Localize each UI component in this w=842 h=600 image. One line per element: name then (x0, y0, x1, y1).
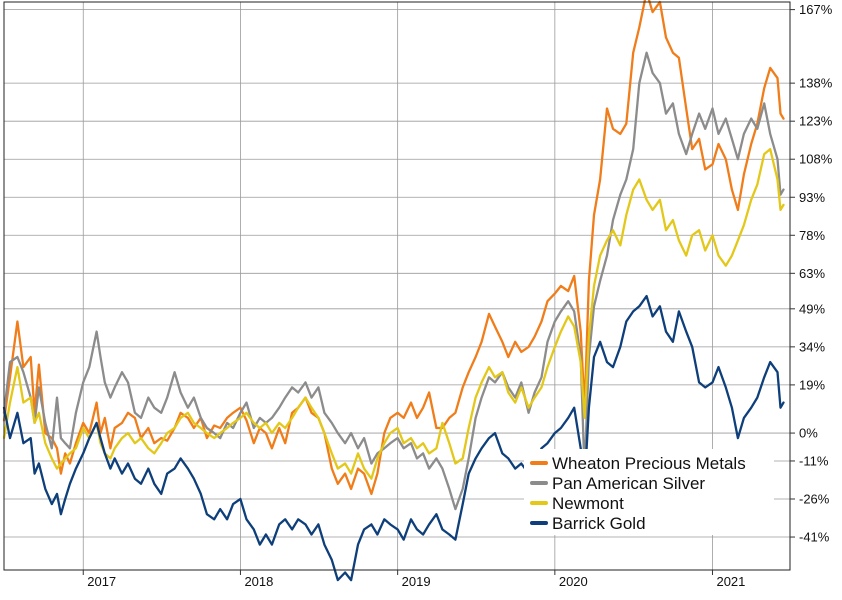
series-line-pan-american-silver (2, 51, 785, 511)
y-tick-label: 63% (799, 266, 825, 281)
y-tick-label: 138% (799, 76, 833, 91)
series-lines (2, 0, 785, 582)
plot-border (3, 1, 791, 571)
plot-frame (3, 1, 791, 571)
x-axis-ticks: 2017 2018 2019 2020 2021 (82, 570, 745, 589)
y-axis-ticks: 167% 138% 123% 108% 93% 78% 63% 49% 34% 19% 0% -11%… (790, 2, 833, 545)
legend-label: Wheaton Precious Metals (552, 454, 746, 473)
series-line-newmont (2, 147, 785, 480)
y-tick-label: 93% (799, 190, 825, 205)
y-tick-label: 19% (799, 377, 825, 392)
x-tick-label: 2017 (87, 574, 116, 589)
y-tick-label: 78% (799, 228, 825, 243)
x-tick-label: 2018 (244, 574, 273, 589)
y-tick-label: 123% (799, 114, 833, 129)
y-tick-label: 49% (799, 301, 825, 316)
y-tick-label: 0% (799, 426, 818, 441)
legend-label: Barrick Gold (552, 514, 646, 533)
y-tick-label: -26% (799, 492, 830, 507)
legend-label: Pan American Silver (552, 474, 705, 493)
x-tick-label: 2019 (402, 574, 431, 589)
x-tick-label: 2021 (716, 574, 745, 589)
series-line-wheaton-precious-metals (2, 0, 785, 496)
series-line-barrick-gold (2, 294, 785, 582)
y-tick-label: 34% (799, 339, 825, 354)
legend-label: Newmont (552, 494, 624, 513)
legend-background (524, 449, 774, 535)
y-tick-label: -11% (799, 453, 829, 468)
y-tick-label: 167% (799, 2, 833, 17)
y-tick-label: -41% (799, 530, 830, 545)
y-tick-label: 108% (799, 152, 833, 167)
x-tick-label: 2020 (559, 574, 588, 589)
